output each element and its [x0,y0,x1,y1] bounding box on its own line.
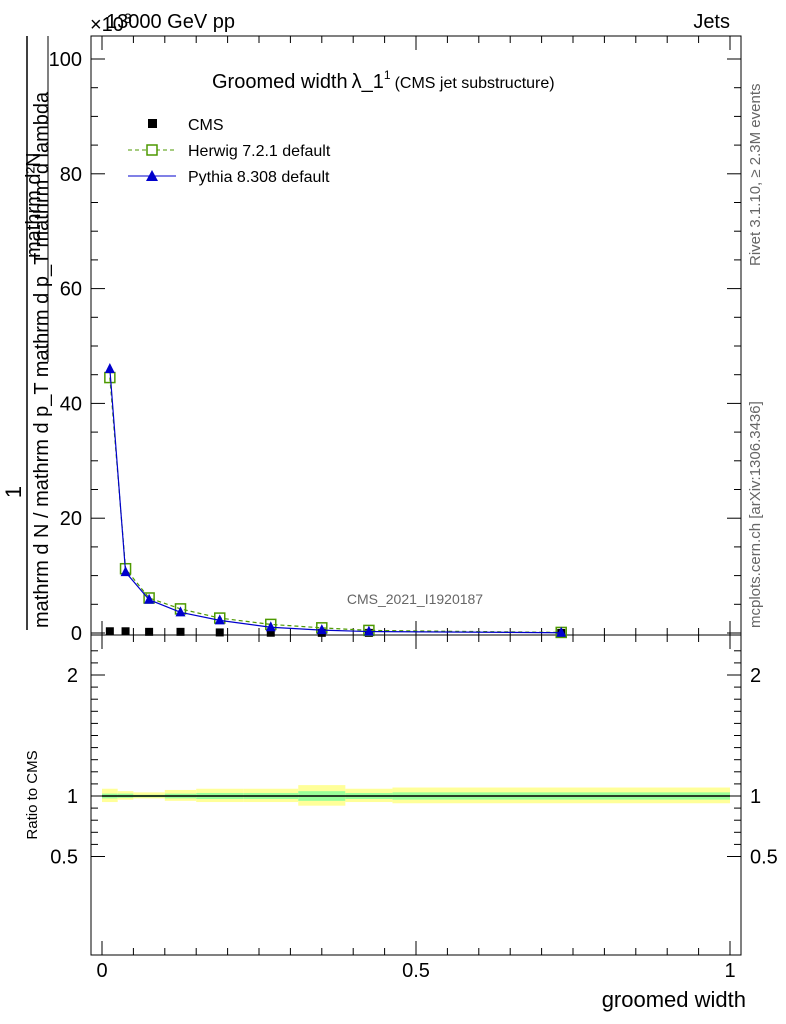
data-point-pythia [556,626,567,637]
ratio-y-tick-label-right: 0.5 [750,847,778,869]
data-point-cms [145,627,154,636]
x-tick-label: 0 [96,960,107,982]
main-y-tick-label: 60 [60,279,82,301]
ratio-y-tick-label-right: 1 [750,786,761,808]
data-point-cms [215,628,224,637]
ratio-y-tick-label: 1 [67,786,78,808]
main-y-axis-label: 1 mathrm d²N mathrm d N / mathrm d p_T m… [1,36,53,630]
main-y-tick-label: 40 [60,393,82,415]
data-point-cms [266,628,275,637]
data-point-pythia [104,362,115,373]
legend: CMS Herwig 7.2.1 default Pythia 8.308 de… [128,117,331,186]
rivet-label: Rivet 3.1.10, ≥ 2.3M events [747,84,764,267]
main-series [104,362,567,639]
ratio-y-tick-label: 2 [67,665,78,687]
ylabel-top: 1 [1,486,26,498]
ratio-y-axis-label: Ratio to CMS [24,750,41,839]
ratio-bands [102,785,730,806]
data-point-cms [105,627,114,636]
main-y-axis-ticks: 0 20 40 60 80 100 [49,36,741,645]
process-label: Jets [693,11,730,33]
energy-label: 13000 GeV pp [106,11,235,33]
data-point-cms [176,627,185,636]
main-y-tick-label: 0 [71,623,82,645]
ylabel-numerator: mathrm d²N [23,152,45,258]
ratio-axis-ticks: 0.5 0.5 1 1 2 2 0 0.5 1 [50,635,778,982]
data-point-pythia [363,625,374,636]
legend-herwig-label: Herwig 7.2.1 default [188,143,331,160]
data-point-cms [121,627,130,636]
ylabel-denominator: mathrm d N / mathrm d p_T mathrm d p_T m… [31,91,53,628]
legend-pythia-marker [146,170,158,181]
ratio-y-tick-label-right: 2 [750,665,761,687]
exponent-label: ×103 [90,10,132,36]
legend-cms-marker [148,119,157,128]
data-point-pythia [316,624,327,635]
main-y-tick-label: 80 [60,164,82,186]
series-line-2 [109,368,562,634]
legend-pythia-label: Pythia 8.308 default [188,169,330,186]
analysis-watermark: CMS_2021_I1920187 [347,591,483,607]
data-point-pythia [214,614,225,625]
main-y-tick-label: 100 [49,49,82,71]
series-line-1 [109,377,562,634]
data-point-pythia [120,566,131,577]
data-point-pythia [144,593,155,604]
legend-herwig-marker [146,144,158,156]
x-tick-label: 0.5 [402,960,430,982]
mcplots-label: mcplots.cern.ch [arXiv:1306.3436] [747,401,764,628]
data-point-pythia [175,606,186,617]
main-y-tick-label: 20 [60,508,82,530]
data-point-pythia [265,621,276,632]
chart-title: Groomed width λ_11 (CMS jet substructure) [212,68,555,93]
x-tick-label: 1 [724,960,735,982]
legend-cms-label: CMS [188,117,224,134]
ratio-y-tick-label: 0.5 [50,847,78,869]
x-axis-label: groomed width [602,987,746,1012]
